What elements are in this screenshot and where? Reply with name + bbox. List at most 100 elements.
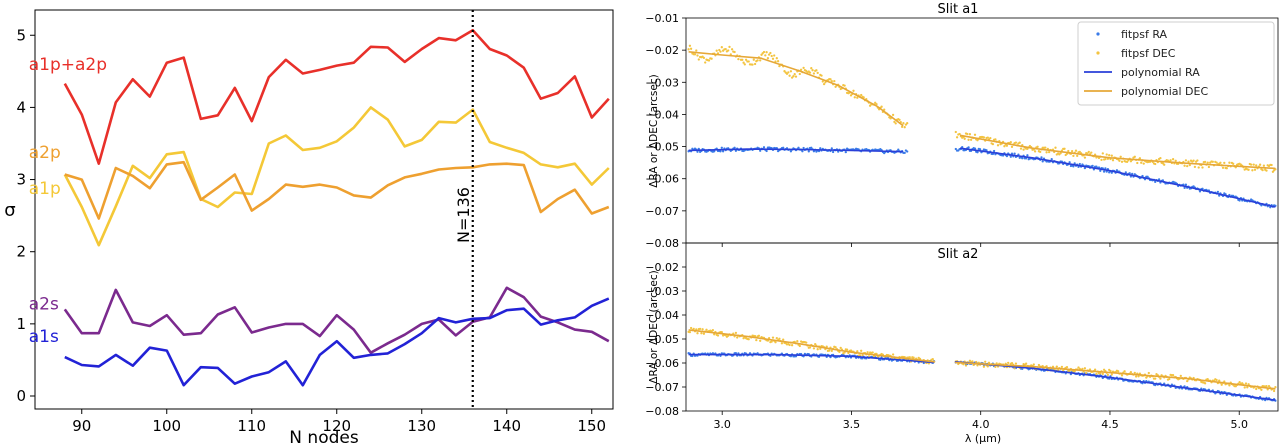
top-point-fitpsf-dec: [1261, 168, 1264, 172]
left-series-labels: a1p+a2p a2p a1p a2s a1s: [29, 55, 107, 347]
bottom-point-fitpsf-dec: [1203, 382, 1207, 385]
top-point-fitpsf-dec: [1090, 151, 1093, 154]
bottom-point-fitpsf-dec: [808, 346, 812, 349]
top-point-fitpsf-dec: [747, 60, 750, 63]
top-point-fitpsf-dec: [687, 48, 690, 51]
bottom-point-fitpsf-dec: [1147, 371, 1150, 375]
top-point-fitpsf-dec: [1163, 163, 1166, 166]
top-point-fitpsf-ra: [830, 147, 833, 150]
bottom-y-tick-label-5: −0.03: [645, 285, 679, 298]
top-point-fitpsf-dec: [1247, 168, 1250, 171]
bottom-point-fitpsf-dec: [1206, 378, 1209, 381]
top-point-fitpsf-ra: [1238, 199, 1241, 202]
top-point-fitpsf-ra: [1041, 160, 1044, 163]
top-point-fitpsf-dec: [1125, 160, 1129, 164]
top-point-fitpsf-ra: [1005, 154, 1009, 158]
bottom-point-fitpsf-dec: [1110, 373, 1113, 376]
n136-marker-label: N=136: [454, 187, 473, 243]
bottom-point-fitpsf-dec: [1093, 368, 1097, 371]
bottom-point-fitpsf-dec: [1106, 373, 1110, 377]
top-panel-axis-ticks: −0.08 −0.07 −0.06 −0.05 −0.04 −0.03 −0.02 −0.01: [645, 12, 1240, 250]
top-point-fitpsf-ra: [906, 150, 909, 153]
top-point-fitpsf-dec: [771, 57, 775, 60]
bottom-point-fitpsf-dec: [856, 350, 859, 353]
bottom-point-fitpsf-dec: [1109, 369, 1112, 373]
top-y-axis-label: ΔRA or ΔDEC (arcsec): [648, 74, 660, 187]
top-point-fitpsf-dec: [1105, 153, 1108, 156]
top-point-fitpsf-dec: [1101, 152, 1104, 155]
legend-marker-fitpsf-dec: [1096, 51, 1100, 55]
top-panel-title: Slit a1: [938, 2, 979, 17]
top-point-fitpsf-dec: [733, 50, 736, 54]
top-point-fitpsf-ra: [1083, 166, 1087, 170]
bottom-y-tick-label-2: −0.06: [645, 357, 679, 370]
top-point-fitpsf-dec: [986, 136, 989, 139]
top-point-fitpsf-ra: [1091, 164, 1094, 168]
top-point-fitpsf-dec: [793, 73, 796, 76]
top-point-fitpsf-ra: [713, 150, 716, 153]
top-point-fitpsf-dec: [752, 58, 755, 61]
series-label-a2s: a2s: [29, 294, 59, 314]
top-point-fitpsf-dec: [853, 96, 856, 99]
left-y-tick-label-4: 4: [16, 98, 26, 116]
top-point-fitpsf-dec: [773, 54, 776, 57]
top-point-fitpsf-dec: [693, 53, 697, 56]
top-point-fitpsf-dec: [1063, 147, 1066, 150]
top-point-fitpsf-ra: [844, 150, 847, 154]
top-y-tick-label-7: −0.01: [645, 12, 679, 25]
top-point-fitpsf-dec: [1033, 150, 1037, 153]
bottom-point-fitpsf-dec: [713, 333, 716, 336]
bottom-point-fitpsf-dec: [1129, 370, 1133, 374]
top-point-fitpsf-dec: [737, 57, 740, 61]
top-curve-polynomial-dec-1: [959, 134, 1276, 170]
top-point-fitpsf-ra: [1026, 154, 1029, 157]
top-point-fitpsf-ra: [733, 146, 736, 149]
bottom-point-fitpsf-dec: [1228, 384, 1231, 387]
bottom-point-fitpsf-dec: [1267, 384, 1271, 388]
bottom-point-fitpsf-dec: [698, 327, 702, 331]
top-point-fitpsf-dec: [765, 51, 768, 54]
top-y-tick-label-4: −0.04: [645, 108, 679, 121]
top-point-fitpsf-dec: [1054, 146, 1057, 149]
top-point-fitpsf-dec: [1192, 159, 1195, 162]
top-point-fitpsf-dec: [966, 132, 969, 136]
top-point-fitpsf-dec: [775, 57, 778, 60]
bottom-point-fitpsf-dec: [1010, 362, 1014, 365]
top-point-fitpsf-dec: [1223, 161, 1226, 165]
top-point-fitpsf-dec: [1270, 163, 1273, 167]
top-point-fitpsf-dec: [820, 74, 823, 77]
bottom-point-fitpsf-dec: [1220, 383, 1223, 386]
top-point-fitpsf-dec: [1201, 166, 1204, 169]
series-line-a2s: [63, 286, 610, 355]
top-point-fitpsf-ra: [897, 148, 900, 151]
bottom-point-fitpsf-dec: [790, 344, 794, 347]
bottom-point-fitpsf-dec: [1055, 365, 1058, 368]
top-point-fitpsf-ra: [1078, 162, 1081, 166]
top-point-fitpsf-dec: [1142, 162, 1145, 165]
bottom-point-fitpsf-dec: [1099, 372, 1102, 375]
legend-label-polynomial-dec: polynomial DEC: [1121, 85, 1208, 98]
top-point-fitpsf-dec: [902, 122, 905, 125]
top-point-fitpsf-dec: [1221, 166, 1225, 169]
top-point-fitpsf-dec: [1215, 161, 1218, 164]
bottom-point-fitpsf-dec: [782, 338, 785, 341]
bottom-panel-frame: [685, 242, 1279, 412]
top-point-fitpsf-dec: [794, 75, 798, 78]
top-y-tick-label-5: −0.03: [645, 76, 679, 89]
top-point-fitpsf-dec: [1059, 152, 1062, 155]
top-point-fitpsf-dec: [955, 136, 959, 139]
top-point-fitpsf-ra: [789, 150, 793, 153]
top-point-fitpsf-dec: [1009, 140, 1012, 144]
top-point-fitpsf-dec: [1262, 164, 1266, 167]
top-point-fitpsf-dec: [1193, 165, 1197, 169]
top-point-fitpsf-dec: [1104, 157, 1107, 161]
bottom-point-fitpsf-dec: [780, 342, 784, 345]
left-series-lines: [63, 28, 610, 387]
top-point-fitpsf-dec: [989, 136, 992, 140]
left-x-tick-label-120: 120: [322, 417, 351, 435]
bottom-y-tick-label-4: −0.04: [645, 309, 679, 322]
series-line-a1p-a2p: [63, 28, 610, 165]
bottom-point-fitpsf-dec: [736, 336, 739, 339]
bottom-point-fitpsf-dec: [1154, 377, 1157, 380]
top-point-fitpsf-ra: [1040, 156, 1043, 159]
